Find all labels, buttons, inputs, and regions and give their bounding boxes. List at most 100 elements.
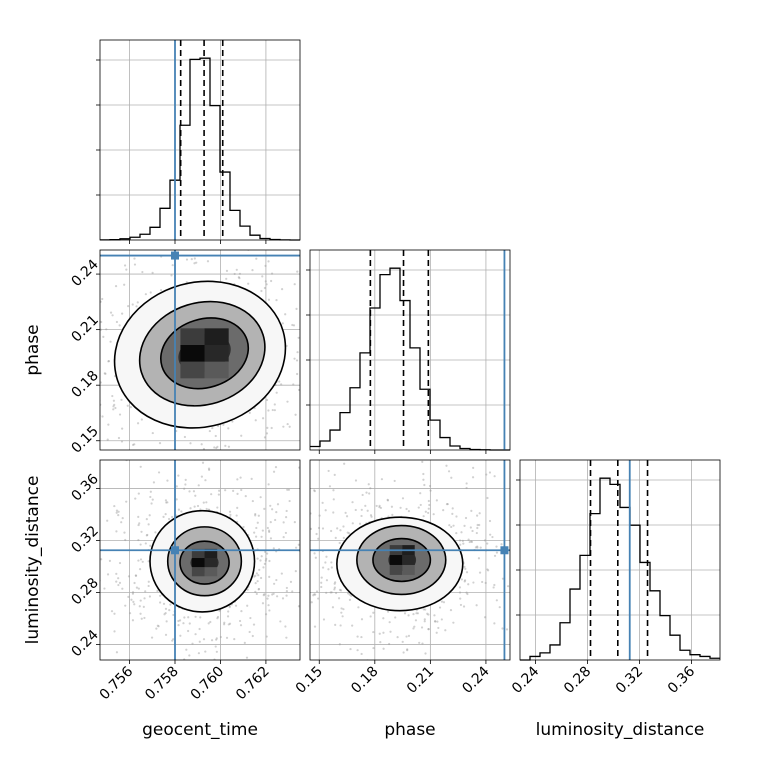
scatter-sample [427,628,430,631]
scatter-sample [138,568,142,571]
scatter-sample [264,550,267,553]
scatter-sample [582,625,584,627]
scatter-sample [92,547,94,549]
x-tick-label-luminosity_distance: 0.32 [613,664,646,697]
scatter-sample [423,620,426,623]
scatter-sample [257,496,259,498]
scatter-sample [407,614,410,617]
scatter-sample [435,499,438,502]
scatter-sample [427,499,430,503]
scatter-sample [222,423,225,426]
scatter-sample [106,110,108,112]
scatter-sample [337,597,341,600]
scatter-sample [386,499,390,502]
scatter-sample [501,627,504,630]
scatter-sample [228,510,232,513]
scatter-sample [477,557,481,560]
scatter-sample [417,506,420,509]
scatter-sample [63,277,65,279]
scatter-sample [275,299,278,302]
scatter-sample [73,295,75,297]
scatter-sample [228,457,230,459]
scatter-sample [237,496,239,498]
scatter-sample [293,283,296,286]
scatter-sample [278,571,280,573]
scatter-sample [372,630,375,634]
scatter-sample [84,294,86,296]
scatter-sample [189,507,192,510]
scatter-sample [558,594,560,596]
scatter-sample [208,429,211,433]
scatter-sample [164,607,168,610]
scatter-sample [424,355,426,357]
scatter-sample [118,324,121,327]
scatter-sample [465,571,469,574]
truth-marker [500,546,509,555]
scatter-sample [313,593,316,596]
scatter-sample [305,588,307,590]
scatter-sample [257,588,260,591]
scatter-sample [269,504,272,507]
scatter-sample [452,621,455,624]
scatter-sample [254,574,257,577]
scatter-sample [149,243,151,245]
scatter-sample [100,558,103,561]
scatter-sample [162,515,165,518]
scatter-sample [231,420,234,423]
scatter-sample [451,512,454,515]
scatter-sample [558,455,560,457]
scatter-sample [422,472,425,476]
scatter-sample [415,669,417,671]
scatter-sample [334,591,338,595]
scatter-sample [248,411,251,414]
scatter-sample [127,189,129,191]
scatter-sample [261,480,263,482]
contour-line [166,526,243,597]
scatter-sample [77,474,79,476]
scatter-sample [158,441,162,445]
scatter-sample [285,594,288,597]
scatter-sample [424,510,427,513]
scatter-sample [202,638,206,641]
scatter-sample [190,258,193,261]
scatter-sample [208,468,211,471]
scatter-sample [380,478,384,481]
scatter-sample [367,483,370,486]
scatter-sample [58,391,60,393]
scatter-sample [486,568,489,571]
scatter-sample [83,472,85,474]
scatter-sample [130,453,132,455]
scatter-sample [123,531,126,534]
scatter-sample [117,583,120,587]
scatter-sample [137,515,140,518]
scatter-sample [462,367,464,369]
scatter-sample [312,570,314,572]
scatter-sample [285,509,288,513]
scatter-sample [252,623,256,626]
scatter-sample [100,328,102,331]
scatter-sample [492,586,495,589]
scatter-sample [316,330,318,332]
scatter-sample [155,245,157,247]
scatter-sample [131,592,135,595]
scatter-sample [96,305,98,307]
scatter-sample [358,413,360,415]
scatter-sample [321,475,323,477]
scatter-sample [145,534,148,537]
scatter-sample [245,656,249,659]
scatter-sample [149,490,152,493]
scatter-sample [464,516,468,520]
scatter-sample [440,600,444,603]
scatter-sample [132,600,135,603]
scatter-sample [267,604,270,607]
scatter-sample [428,704,430,706]
scatter-sample [228,605,231,609]
scatter-sample [271,593,274,596]
scatter-sample [339,624,342,627]
scatter-sample [251,634,254,638]
scatter-sample [105,455,107,457]
scatter-sample [414,619,418,622]
density-cell [402,555,415,565]
scatter-sample [292,505,294,507]
